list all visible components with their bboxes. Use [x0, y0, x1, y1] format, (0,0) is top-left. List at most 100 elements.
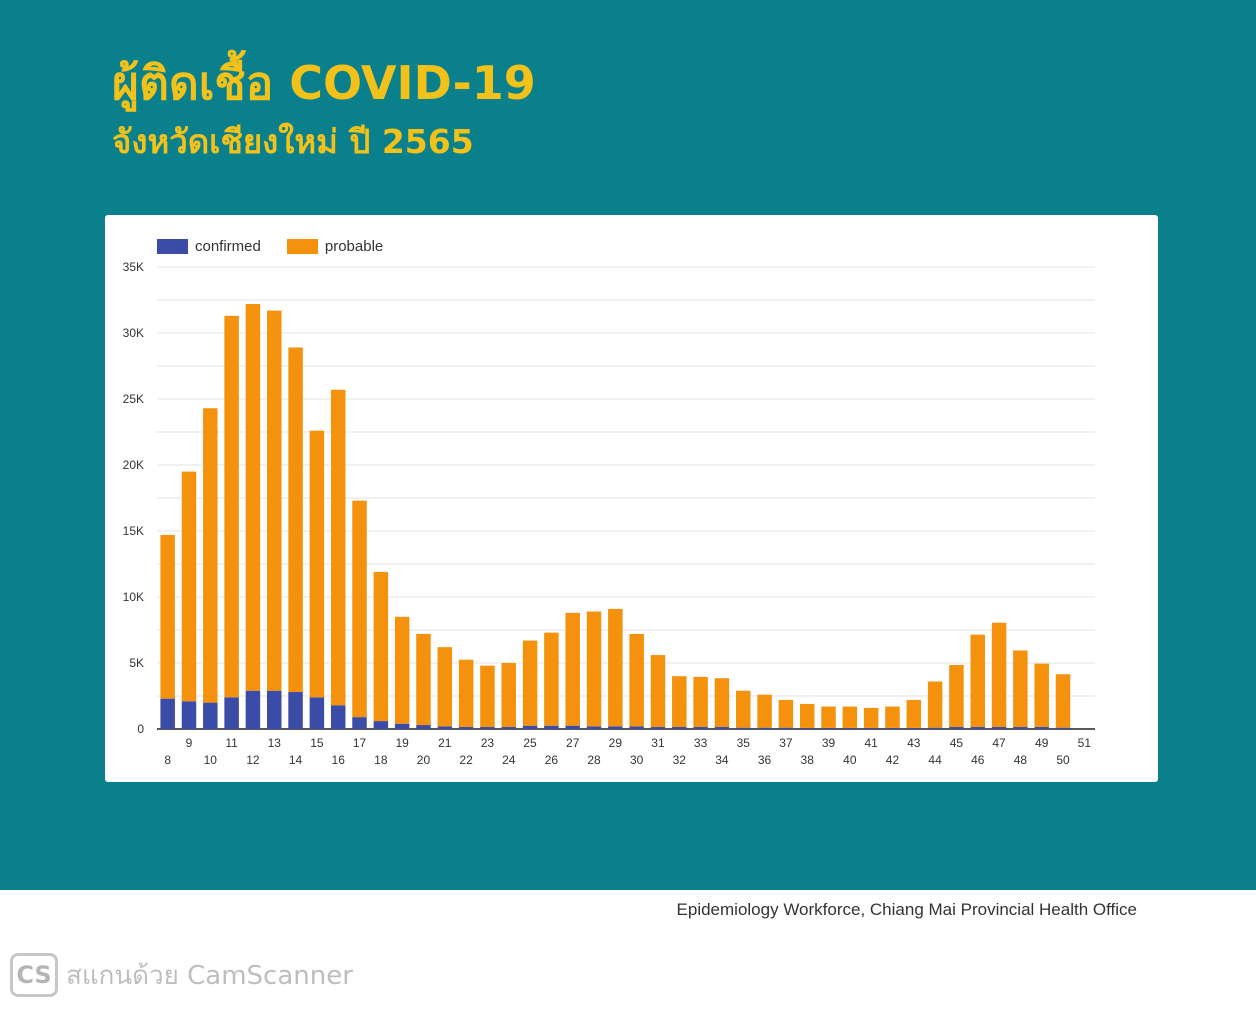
x-tick-label: 24 — [502, 753, 516, 767]
bar-probable — [480, 665, 495, 728]
x-tick-label: 51 — [1078, 736, 1092, 750]
x-tick-label: 14 — [289, 753, 303, 767]
bar-probable — [672, 676, 687, 728]
x-tick-label: 17 — [353, 736, 367, 750]
bar-probable — [330, 389, 346, 706]
bar-confirmed — [352, 717, 367, 729]
x-tick-label: 23 — [481, 736, 495, 750]
bar-confirmed — [160, 698, 175, 729]
x-tick-label: 22 — [459, 753, 473, 767]
bar-confirmed — [245, 690, 261, 729]
bar-probable — [949, 664, 964, 728]
bar-confirmed — [927, 727, 943, 729]
x-tick-label: 20 — [417, 753, 431, 767]
bar-confirmed — [522, 725, 538, 729]
bar-probable — [906, 699, 922, 728]
y-tick-label: 0 — [137, 722, 144, 736]
bar-probable — [757, 694, 772, 728]
x-tick-label: 38 — [801, 753, 815, 767]
bar-probable — [586, 611, 602, 727]
bar-probable — [650, 655, 666, 728]
x-tick-label: 35 — [737, 736, 751, 750]
bar-confirmed — [672, 727, 687, 729]
x-tick-label: 40 — [843, 753, 857, 767]
bar-confirmed — [991, 727, 1007, 729]
bar-probable — [1013, 650, 1028, 728]
legend-swatch-confirmed — [157, 238, 188, 254]
bar-confirmed — [757, 727, 772, 729]
bar-confirmed — [906, 727, 922, 729]
source-credit: Epidemiology Workforce, Chiang Mai Provi… — [676, 900, 1137, 919]
legend-label-probable: probable — [324, 237, 384, 255]
bar-confirmed — [629, 726, 644, 729]
bar-confirmed — [949, 727, 964, 729]
x-tick-label: 44 — [928, 753, 942, 767]
x-tick-label: 34 — [715, 753, 729, 767]
bar-confirmed — [565, 725, 580, 729]
bar-confirmed — [842, 727, 858, 729]
y-tick-label: 5K — [129, 656, 144, 670]
bar-probable — [565, 612, 580, 726]
x-tick-label: 15 — [310, 736, 324, 750]
bar-confirmed — [267, 690, 282, 729]
x-tick-label: 46 — [971, 753, 985, 767]
camscanner-watermark: CS สแกนด้วย CamScanner — [10, 950, 353, 1000]
x-tick-label: 36 — [758, 753, 772, 767]
x-tick-label: 43 — [907, 736, 921, 750]
bar-probable — [608, 608, 623, 727]
bar-probable — [501, 663, 516, 728]
bar-probable — [863, 707, 879, 728]
x-tick-label: 31 — [651, 736, 665, 750]
bar-probable — [799, 703, 815, 728]
bar-probable — [373, 571, 389, 722]
page-title: ผู้ติดเชื้อ COVID-19 — [112, 56, 536, 110]
bar-probable — [203, 408, 218, 703]
x-tick-label: 16 — [332, 753, 346, 767]
bar-probable — [693, 676, 708, 728]
x-tick-label: 21 — [438, 736, 452, 750]
bar-confirmed — [181, 701, 197, 729]
bar-confirmed — [501, 727, 516, 729]
bar-probable — [267, 310, 282, 691]
chart-legend: confirmed probable — [157, 236, 409, 256]
legend-label-confirmed: confirmed — [195, 237, 261, 255]
bar-probable — [416, 633, 431, 726]
x-tick-label: 18 — [374, 753, 388, 767]
bar-confirmed — [544, 725, 559, 729]
bar-probable — [181, 471, 197, 702]
bar-confirmed — [650, 727, 666, 729]
watermark-text: สแกนด้วย CamScanner — [66, 960, 353, 991]
bar-confirmed — [799, 727, 815, 729]
bar-confirmed — [1013, 727, 1028, 729]
bar-probable — [842, 706, 858, 728]
y-tick-label: 15K — [123, 524, 144, 538]
bar-confirmed — [224, 697, 239, 729]
bar-probable — [544, 632, 559, 726]
x-tick-label: 33 — [694, 736, 708, 750]
bar-confirmed — [1055, 727, 1071, 729]
bar-probable — [714, 678, 730, 728]
bar-probable — [309, 430, 325, 698]
header-banner: ผู้ติดเชื้อ COVID-19 จังหวัดเชียงใหม่ ปี… — [0, 0, 1256, 890]
bar-confirmed — [693, 727, 708, 729]
x-tick-label: 41 — [864, 736, 878, 750]
bar-probable — [629, 633, 644, 727]
bar-probable — [991, 622, 1007, 728]
bar-confirmed — [437, 726, 453, 729]
bar-probable — [970, 634, 985, 728]
bar-probable — [288, 347, 303, 693]
bar-probable — [437, 647, 453, 727]
bar-probable — [224, 315, 239, 698]
bar-probable — [736, 690, 751, 728]
cases-bar-chart: 0 5K 10K 15K 20K 25K 30K 35K 8 9 10 11 12 13 14 15 16 17 1… — [123, 260, 1095, 767]
bar-probable — [160, 534, 175, 699]
bar-probable — [352, 500, 367, 718]
x-tick-label: 49 — [1035, 736, 1049, 750]
x-tick-label: 9 — [186, 736, 193, 750]
y-tick-label: 35K — [123, 260, 144, 274]
bar-confirmed — [778, 727, 794, 729]
bar-probable — [821, 706, 836, 728]
x-tick-label: 30 — [630, 753, 644, 767]
bar-confirmed — [309, 697, 325, 729]
x-tick-label: 28 — [587, 753, 601, 767]
